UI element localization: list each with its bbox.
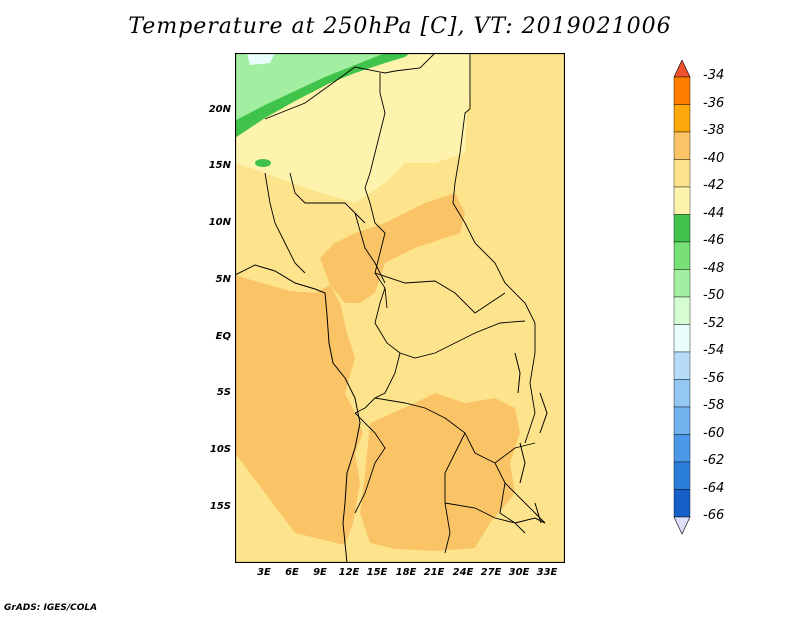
colorbar-band [673,186,691,215]
colorbar-band [673,324,691,353]
colorbar-tick-label: -48 [703,260,725,276]
lon-tick-label: 15E [366,567,388,578]
colorbar-tick-label: -52 [703,315,725,331]
colorbar-band [673,296,691,325]
colorbar-tick-label: -54 [703,343,725,358]
colorbar-tick-label: -34 [703,68,725,83]
chart-title: Temperature at 250hPa [C], VT: 201902100… [128,14,672,39]
green-patch-small [255,159,271,167]
colorbar-tick-label: -58 [703,398,725,413]
colorbar-tick-label: -38 [703,123,725,138]
lakes [514,352,548,524]
warm-region-west [235,275,363,545]
colorbar-band [673,406,691,435]
colorbar-band [673,461,691,490]
colorbar-band [673,379,691,408]
colorbar-band [673,351,691,380]
lon-tick-label: 12E [338,567,360,578]
pale-cyan-region [247,53,275,65]
colorbar-tick-label: -60 [703,425,725,441]
colorbar-tick-label: -42 [703,178,725,193]
colorbar-tick-label: -50 [703,288,725,303]
warm-region-central [320,193,465,303]
lon-tick-label: 18E [395,567,417,578]
footer-credit: GrADS: IGES/COLA [4,603,98,613]
colorbar-tick-label: -64 [703,480,725,496]
colorbar-tick-label: -62 [703,453,725,468]
colorbar-band [673,434,691,463]
lat-tick-label: 10S [209,444,231,455]
colorbar-tick-label: -66 [703,508,725,523]
colorbar-tick-label: -36 [703,95,725,111]
colorbar-bottom-cap [673,516,691,535]
colorbar-tick-label: -46 [703,233,725,248]
lon-tick-label: 24E [452,567,474,578]
colorbar-tick-label: -56 [703,370,725,386]
lat-tick-label: 5S [216,387,231,398]
lon-tick-label: 21E [423,567,445,578]
lon-tick-label: 27E [480,567,502,578]
colorbar-band [673,131,691,160]
country-borders [264,53,546,554]
colorbar-tick-label: -44 [703,205,725,221]
lat-tick-label: 5N [215,274,231,285]
lon-tick-label: 6E [285,567,299,578]
colorbar-band [673,104,691,133]
lat-tick-label: EQ [215,331,231,342]
map-panel [235,53,565,563]
lon-tick-label: 9E [313,567,327,578]
colorbar-band [673,241,691,270]
colorbar-band [673,159,691,188]
map-frame [235,53,565,563]
lon-tick-label: 3E [257,567,271,578]
lat-tick-label: 20N [208,104,231,115]
colorbar-band [673,76,691,105]
colorbar-band [673,269,691,298]
colorbar-top-cap [673,60,691,78]
colorbar [673,60,691,535]
colorbar-tick-label: -40 [703,150,725,166]
lat-tick-label: 15S [209,501,231,512]
lon-tick-label: 30E [508,567,530,578]
lon-tick-label: 33E [536,567,558,578]
warm-region-south [360,393,520,551]
colorbar-band [673,214,691,243]
lat-tick-label: 15N [208,160,231,171]
coastline [235,264,361,563]
colorbar-band [673,489,691,518]
lat-tick-label: 10N [208,217,231,228]
green-light-region [235,53,410,128]
